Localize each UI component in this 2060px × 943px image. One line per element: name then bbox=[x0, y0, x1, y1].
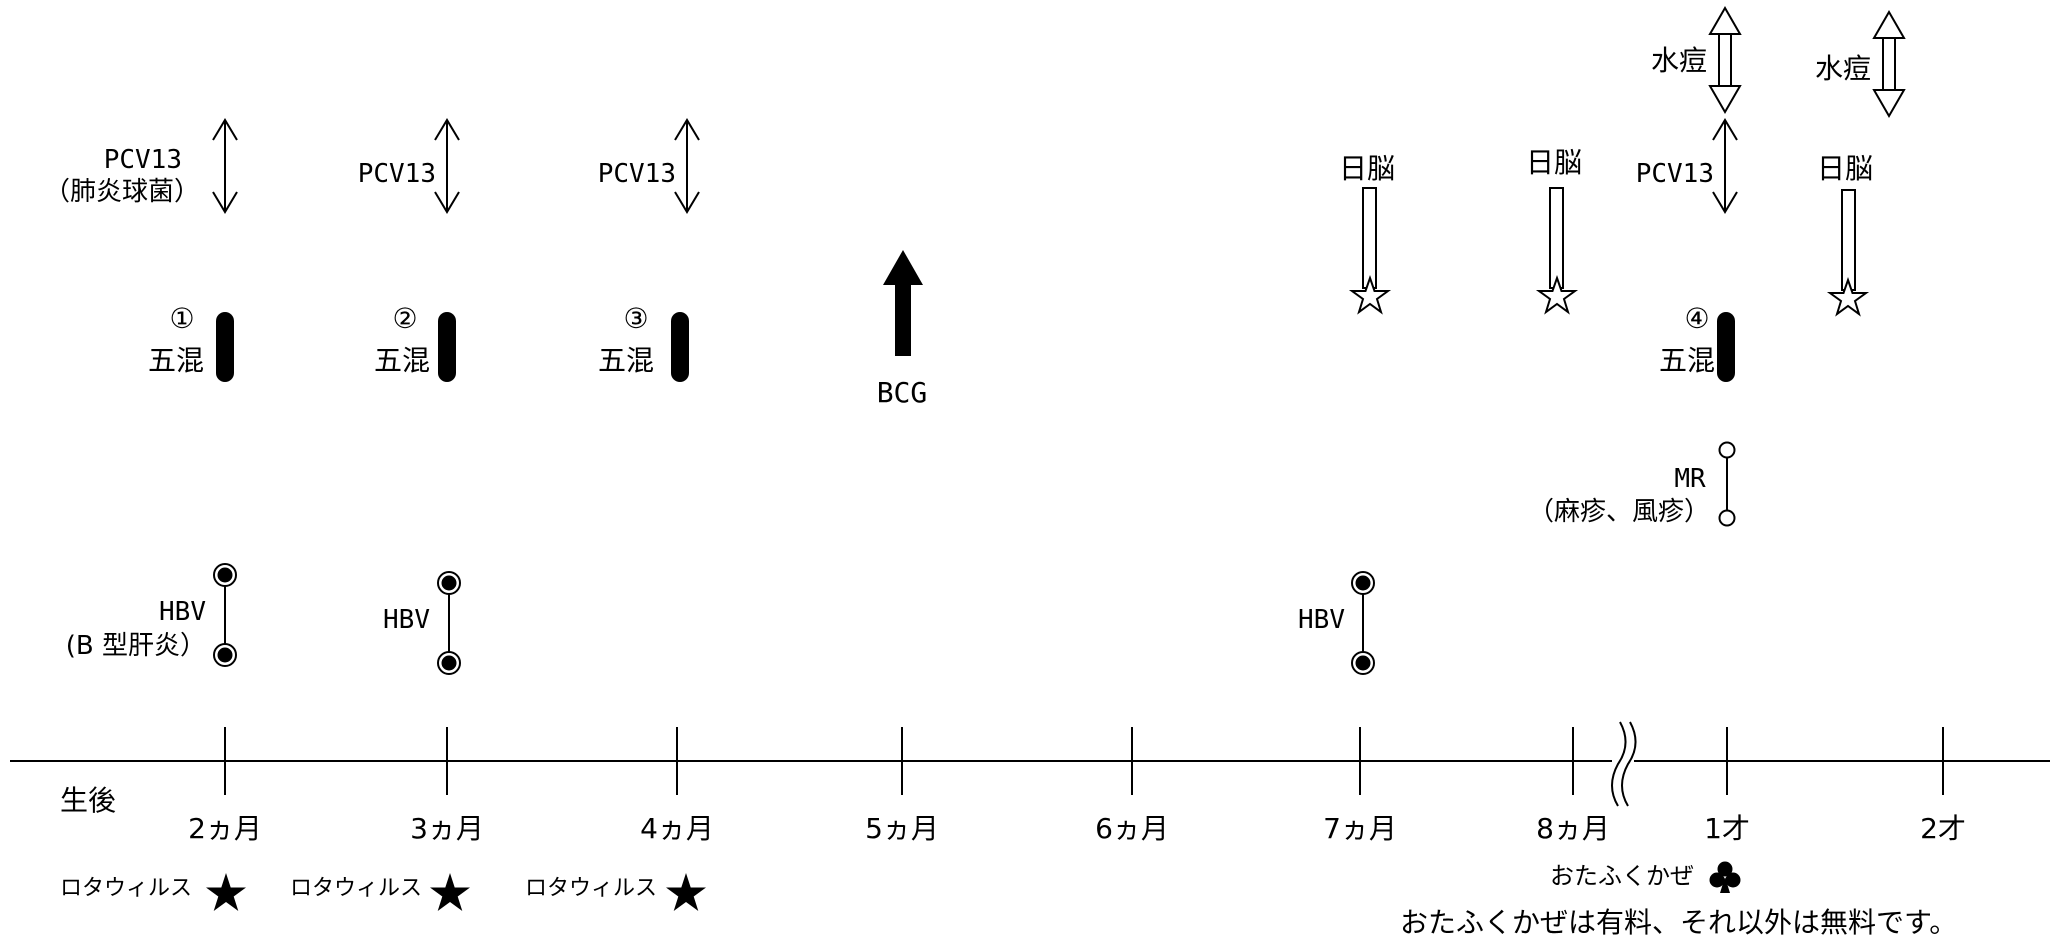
hbv-dumbbell-icon bbox=[213, 563, 1375, 675]
nichino-star-arrow-icon bbox=[1348, 187, 1870, 317]
rota-label: ロタウィルス bbox=[525, 876, 657, 901]
gokon-label: 五混 bbox=[148, 344, 204, 377]
suito-row: 水痘 水痘 bbox=[1651, 5, 1906, 119]
tick-label: 8ヵ月 bbox=[1536, 812, 1610, 845]
timeline: 生後 2ヵ月 3ヵ月 4ヵ月 5ヵ月 6ヵ月 7ヵ月 8ヵ月 1才 2才 bbox=[10, 721, 2050, 845]
dose-number: ③ bbox=[623, 302, 648, 335]
nichino-label: 日脳 bbox=[1339, 152, 1395, 185]
gokon-label: 五混 bbox=[374, 344, 430, 377]
timeline-break-icon bbox=[1611, 721, 1637, 807]
hbv-row: HBV (B 型肝炎） HBV HBV bbox=[66, 563, 1375, 675]
rota-label: ロタウィルス bbox=[60, 876, 192, 901]
hbv-label: HBV bbox=[1298, 605, 1345, 635]
mr-dumbbell-icon bbox=[1718, 441, 1736, 527]
gokon-row: ① 五混 ② 五混 ③ 五混 ④ 五混 bbox=[148, 302, 1735, 382]
tick-label: 4ヵ月 bbox=[640, 812, 714, 845]
dose-number: ① bbox=[169, 302, 194, 335]
nichino-label: 日脳 bbox=[1526, 146, 1582, 179]
dose-number: ④ bbox=[1684, 302, 1709, 335]
timeline-start-label: 生後 bbox=[60, 784, 116, 817]
tick-label: 2才 bbox=[1920, 812, 1966, 845]
hbv-label: HBV bbox=[159, 597, 206, 627]
pcv13-sub-label: （肺炎球菌） bbox=[44, 177, 200, 207]
bcg-item: BCG bbox=[877, 250, 928, 409]
tick-label: 2ヵ月 bbox=[188, 812, 262, 845]
hbv-label: HBV bbox=[383, 605, 430, 635]
nichino-row: 日脳 日脳 日脳 bbox=[1339, 146, 1873, 317]
suito-double-arrow-icon bbox=[1708, 5, 1906, 119]
suito-label: 水痘 bbox=[1815, 52, 1871, 85]
otafuku-label: おたふくかぜ bbox=[1550, 862, 1694, 890]
nichino-label: 日脳 bbox=[1817, 152, 1873, 185]
gokon-label: 五混 bbox=[598, 344, 654, 377]
club-icon bbox=[1709, 861, 1741, 893]
otafuku-item: おたふくかぜ bbox=[1550, 861, 1741, 893]
suito-label: 水痘 bbox=[1651, 44, 1707, 77]
tick-label: 7ヵ月 bbox=[1323, 812, 1397, 845]
pcv13-double-arrow-icon bbox=[212, 118, 1738, 214]
mr-item: MR （麻疹、風疹） bbox=[1528, 441, 1736, 527]
pcv13-label: PCV13 bbox=[104, 145, 182, 175]
gokon-capsule-icon bbox=[216, 312, 1735, 382]
tick-label: 6ヵ月 bbox=[1095, 812, 1169, 845]
bcg-label: BCG bbox=[877, 376, 928, 409]
rota-row: ロタウィルス ロタウィルス ロタウィルス bbox=[60, 873, 706, 911]
tick-label: 5ヵ月 bbox=[865, 812, 939, 845]
dose-number: ② bbox=[392, 302, 417, 335]
pcv13-label: PCV13 bbox=[358, 159, 436, 189]
timeline-ticks bbox=[224, 727, 1944, 795]
bcg-arrow-icon bbox=[883, 250, 923, 356]
hbv-sub-label: (B 型肝炎） bbox=[66, 631, 206, 661]
mr-sub-label: （麻疹、風疹） bbox=[1528, 497, 1710, 527]
pcv13-row: PCV13 （肺炎球菌） PCV13 PCV13 PCV13 bbox=[44, 118, 1738, 214]
rota-label: ロタウィルス bbox=[290, 876, 422, 901]
cost-note: おたふくかぜは有料、それ以外は無料です。 bbox=[1400, 906, 1957, 939]
tick-label: 1才 bbox=[1704, 812, 1750, 845]
timeline-tick-labels: 2ヵ月 3ヵ月 4ヵ月 5ヵ月 6ヵ月 7ヵ月 8ヵ月 1才 2才 bbox=[188, 812, 1966, 845]
gokon-label: 五混 bbox=[1659, 344, 1715, 377]
mr-label: MR bbox=[1674, 464, 1706, 494]
tick-label: 3ヵ月 bbox=[410, 812, 484, 845]
rota-star-icon bbox=[206, 873, 706, 911]
pcv13-label: PCV13 bbox=[598, 159, 676, 189]
pcv13-label: PCV13 bbox=[1636, 159, 1714, 189]
